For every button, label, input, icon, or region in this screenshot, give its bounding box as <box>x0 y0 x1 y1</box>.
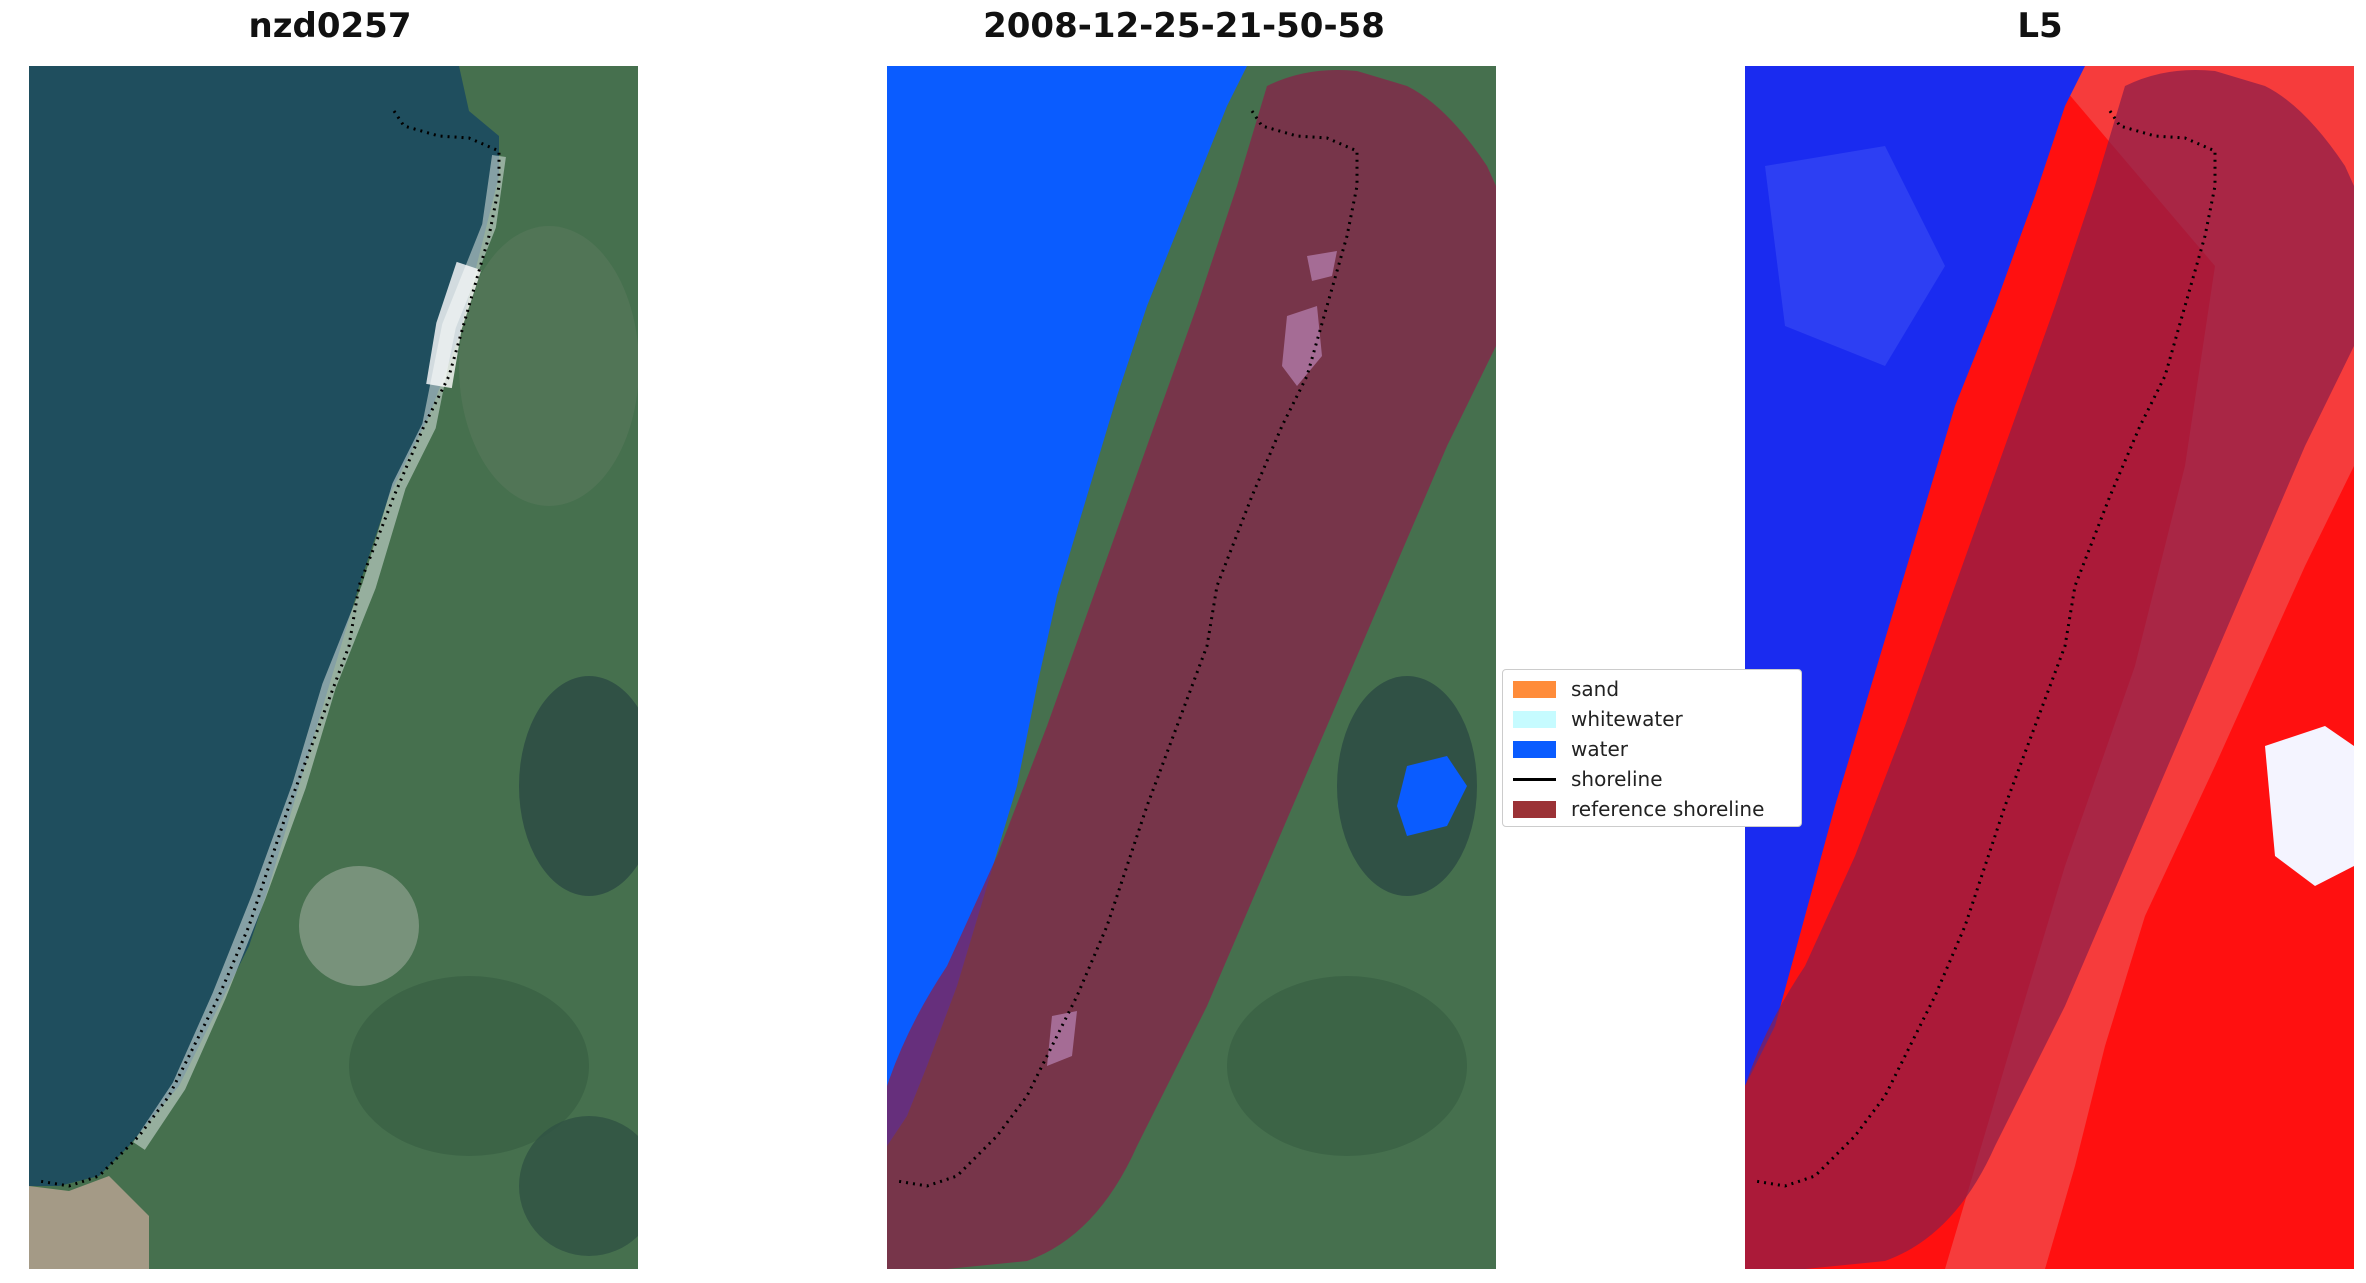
index-image-panel <box>1745 66 2354 1269</box>
panel-title-classified: 2008-12-25-21-50-58 <box>983 6 1385 46</box>
classified-image-panel <box>887 66 1496 1269</box>
whitewater-swatch <box>1513 710 1556 728</box>
sand-swatch <box>1513 680 1556 698</box>
legend-item-shoreline: shoreline <box>1513 766 1663 792</box>
water-swatch <box>1513 740 1556 758</box>
index-image <box>1745 66 2354 1269</box>
legend-item-whitewater: whitewater <box>1513 706 1683 732</box>
classified-image <box>887 66 1496 1269</box>
legend: sand whitewater water shoreline referenc… <box>1502 669 1802 827</box>
rgb-image-panel <box>29 66 638 1269</box>
legend-item-sand: sand <box>1513 676 1619 702</box>
legend-item-reference-shoreline: reference shoreline <box>1513 796 1764 822</box>
panel-title-index: L5 <box>2017 6 2063 46</box>
legend-item-water: water <box>1513 736 1628 762</box>
rgb-image <box>29 66 638 1269</box>
shoreline-line-icon <box>1513 777 1556 781</box>
panel-title-rgb: nzd0257 <box>248 6 412 46</box>
reference-shoreline-swatch <box>1513 800 1556 818</box>
